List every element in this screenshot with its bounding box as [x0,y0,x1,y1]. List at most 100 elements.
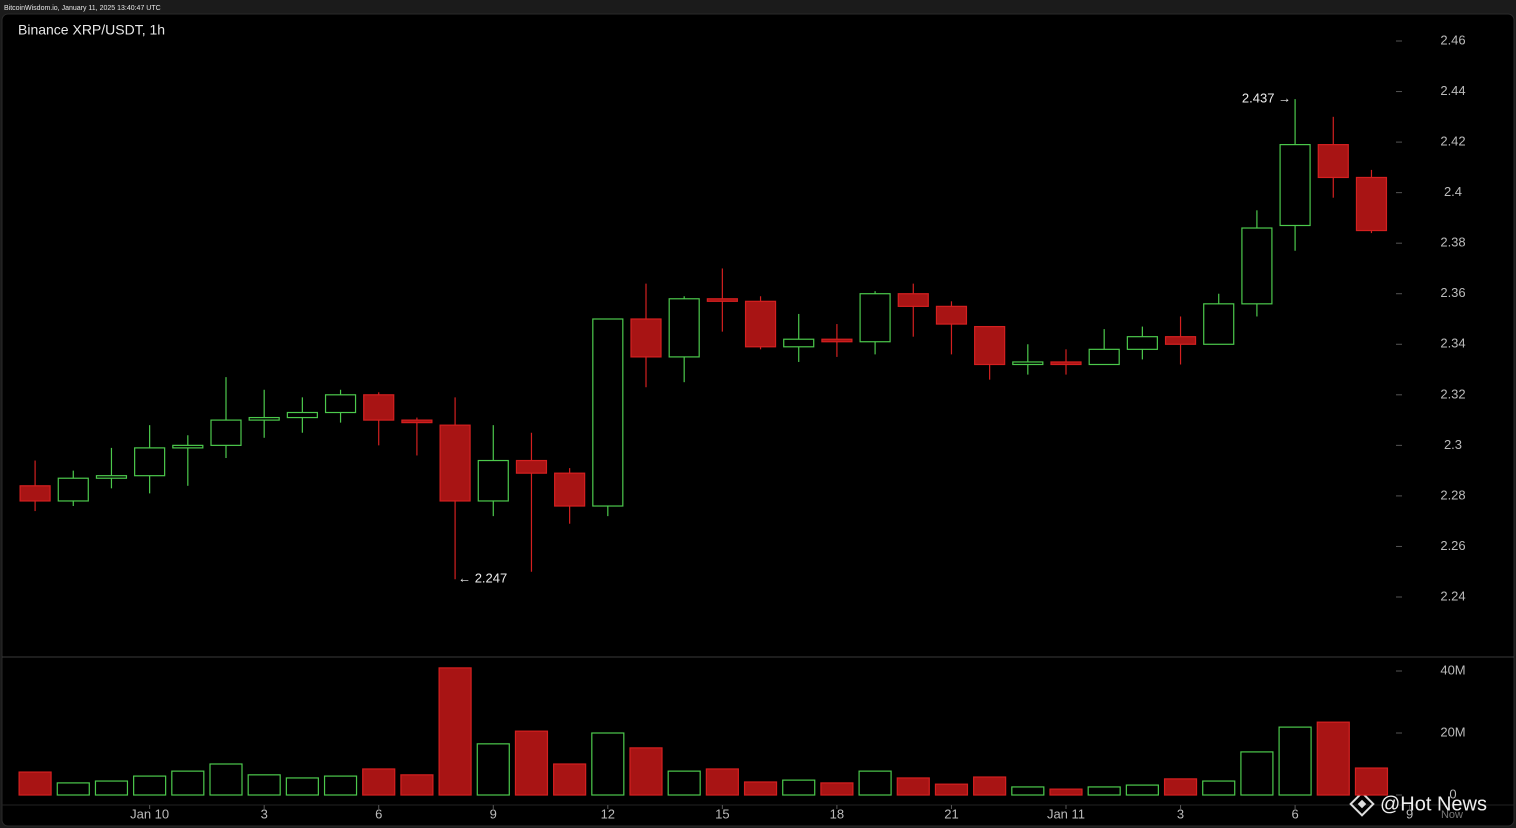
volume-bar [400,774,434,796]
candle-body [1164,336,1197,345]
volume-bar [973,776,1007,796]
y-tick-label: 2.46 [1440,32,1465,47]
volume-bar [743,781,778,796]
y-tick-label: 2.32 [1440,386,1465,401]
volume-bar [667,770,701,796]
y-tick-label: 2.24 [1440,588,1465,603]
volume-bar [323,775,358,796]
volume-bar [1011,786,1045,796]
candle-body [630,318,662,358]
candle-body [286,411,318,419]
volume-bar [1202,780,1236,796]
volume-bar [820,782,854,796]
candle-body [668,298,700,358]
y-tick-label: 2.4 [1444,184,1462,199]
candle-body [1088,348,1120,366]
volume-bar [591,732,625,796]
y-tick-label: 2.34 [1440,336,1465,351]
candle-body [57,477,89,502]
candle-body [1012,361,1044,366]
volume-bar [1278,726,1312,796]
watermark-text: @Hot News [1380,793,1487,815]
volume-bar [1049,788,1083,796]
x-tick-label: 9 [1406,806,1413,821]
candle-body [1203,303,1235,345]
y-tick-label: 2.44 [1440,83,1465,98]
volume-y-tick-label: 40M [1440,662,1465,677]
candle-body [744,300,777,348]
x-tick-label: Jan 10 [130,806,169,821]
volume-bar [782,779,816,796]
volume-bar [934,783,969,796]
x-tick-label: 9 [490,806,497,821]
candle-body [1279,144,1311,227]
volume-bar [1240,751,1274,796]
candle-body [974,325,1006,366]
candle-body [554,472,586,507]
volume-bar [1316,721,1350,796]
volume-bar [858,770,892,796]
y-tick-label: 2.28 [1440,487,1465,502]
volume-bar [438,667,472,796]
volume-bar [94,780,129,796]
volume-bar [56,782,90,796]
now-label: Now [1441,809,1463,821]
volume-bar [285,777,319,796]
top-bar [0,0,1516,14]
volume-bar [896,777,930,796]
volume-bar [476,743,510,796]
candle-body [172,444,204,449]
candle-body [1317,144,1349,179]
candle-body [1126,336,1158,350]
y-tick-label: 2.42 [1440,134,1465,149]
price-annotation: 2.437 → [1242,91,1291,106]
candle-body [706,298,738,302]
x-tick-label: 6 [375,806,382,821]
chart-title: Binance XRP/USDT, 1h [18,22,165,38]
x-tick-label: 6 [1291,806,1298,821]
price-annotation: ← 2.247 [458,571,507,586]
volume-bar [209,763,243,796]
candle-body [401,419,433,424]
volume-bar [553,763,587,796]
candle-body [248,416,280,421]
x-tick-label: 21 [944,806,958,821]
candle-body [783,338,815,348]
candle-body [19,485,51,502]
candle-body [95,475,128,479]
volume-y-tick-label: 0 [1449,786,1456,801]
candle-body [515,459,548,474]
y-tick-label: 2.38 [1440,235,1465,250]
candle-body [324,394,357,414]
volume-bar [133,775,167,796]
volume-bar [362,768,396,796]
volume-bar [1087,786,1121,796]
volume-bar [1163,778,1198,796]
y-tick-label: 2.36 [1440,285,1465,300]
candle-body [1050,361,1082,366]
candle-body [363,394,395,421]
candle-body [592,318,624,507]
header-text: BitcoinWisdom.io, January 11, 2025 13:40… [4,5,161,12]
x-tick-label: 18 [830,806,844,821]
volume-y-tick-label: 20M [1440,724,1465,739]
chart-panel [1,13,1515,827]
x-tick-label: 3 [1177,806,1184,821]
x-tick-label: 15 [715,806,729,821]
volume-bar [629,747,663,796]
x-tick-label: Jan 11 [1047,806,1085,821]
candle-body [210,419,242,446]
volume-bar [514,730,549,796]
candle-body [477,459,509,502]
volume-bar [171,770,205,796]
candle-body [935,305,968,325]
volume-bar [705,768,739,796]
x-tick-label: 3 [261,806,268,821]
volume-bar [1354,767,1389,796]
candle-body [439,424,471,502]
y-tick-label: 2.26 [1440,538,1465,553]
volume-bar [18,771,52,796]
candle-body [1241,227,1273,305]
